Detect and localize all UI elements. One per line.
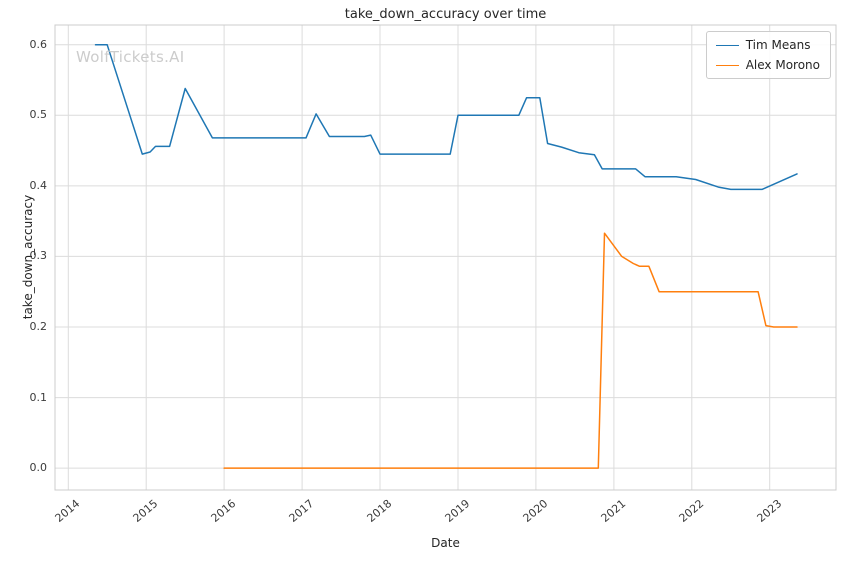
- y-tick-label: 0.0: [29, 461, 48, 475]
- legend-line-swatch: [715, 44, 739, 46]
- series-line-alex-morono: [223, 232, 798, 469]
- y-tick-label: 0.4: [29, 178, 48, 192]
- y-tick-label: 0.1: [29, 390, 48, 404]
- legend-entry: Alex Morono: [715, 58, 820, 72]
- chart-legend: Tim Means Alex Morono: [705, 31, 831, 79]
- y-tick-label: 0.3: [29, 249, 48, 263]
- legend-label: Alex Morono: [745, 58, 820, 72]
- series-line-tim-means: [94, 44, 798, 191]
- watermark-text: WolfTickets.AI: [76, 48, 185, 66]
- y-tick-label: 0.5: [29, 108, 48, 122]
- y-tick-label: 0.2: [29, 320, 48, 333]
- legend-entry: Tim Means: [715, 38, 820, 52]
- chart-title: take_down_accuracy over time: [344, 7, 547, 22]
- y-tick-label: 0.6: [29, 37, 48, 51]
- legend-line-swatch: [715, 64, 739, 66]
- x-axis-label: Date: [431, 536, 460, 550]
- plot-frame: [54, 24, 837, 491]
- legend-label: Tim Means: [745, 38, 811, 52]
